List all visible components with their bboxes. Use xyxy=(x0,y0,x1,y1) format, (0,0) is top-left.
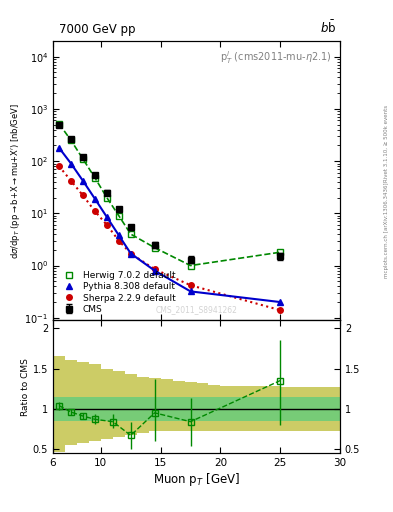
Herwig 7.0.2 default xyxy=(81,156,85,162)
Y-axis label: Ratio to CMS: Ratio to CMS xyxy=(21,358,30,416)
Text: mcplots.cern.ch [arXiv:1306.3436]: mcplots.cern.ch [arXiv:1306.3436] xyxy=(384,183,389,278)
Text: 7000 GeV pp: 7000 GeV pp xyxy=(59,23,135,36)
Line: Pythia 8.308 default: Pythia 8.308 default xyxy=(55,144,284,306)
Herwig 7.0.2 default xyxy=(92,175,97,181)
Text: p$^{l}_{T}$ (cms2011-mu-$\eta$2.1): p$^{l}_{T}$ (cms2011-mu-$\eta$2.1) xyxy=(220,49,331,66)
Herwig 7.0.2 default xyxy=(278,249,283,255)
Text: Rivet 3.1.10, ≥ 500k events: Rivet 3.1.10, ≥ 500k events xyxy=(384,105,389,182)
Herwig 7.0.2 default xyxy=(105,195,109,201)
Line: Sherpa 2.2.9 default: Sherpa 2.2.9 default xyxy=(56,163,283,313)
Sherpa 2.2.9 default xyxy=(152,266,157,272)
Sherpa 2.2.9 default xyxy=(105,222,109,228)
Pythia 8.308 default xyxy=(278,299,283,305)
Herwig 7.0.2 default xyxy=(116,212,121,219)
Herwig 7.0.2 default xyxy=(69,137,73,143)
Herwig 7.0.2 default xyxy=(188,263,193,269)
Pythia 8.308 default xyxy=(57,145,61,151)
Pythia 8.308 default xyxy=(69,160,73,166)
Sherpa 2.2.9 default xyxy=(188,282,193,288)
Sherpa 2.2.9 default xyxy=(81,193,85,199)
Y-axis label: d$\sigma$/dp$_T$ (pp$\rightarrow$b+X$\rightarrow$mu+X$^\prime$) [nb/GeV]: d$\sigma$/dp$_T$ (pp$\rightarrow$b+X$\ri… xyxy=(9,102,22,259)
Sherpa 2.2.9 default xyxy=(57,163,61,169)
Pythia 8.308 default xyxy=(188,288,193,294)
Sherpa 2.2.9 default xyxy=(92,208,97,214)
X-axis label: Muon p$_{T}$ [GeV]: Muon p$_{T}$ [GeV] xyxy=(153,471,240,488)
Text: b$\bar{\rm b}$: b$\bar{\rm b}$ xyxy=(320,19,336,36)
Pythia 8.308 default xyxy=(116,232,121,239)
Pythia 8.308 default xyxy=(92,196,97,202)
Pythia 8.308 default xyxy=(152,268,157,274)
Sherpa 2.2.9 default xyxy=(116,238,121,244)
Herwig 7.0.2 default xyxy=(57,121,61,127)
Pythia 8.308 default xyxy=(105,214,109,220)
Legend: Herwig 7.0.2 default, Pythia 8.308 default, Sherpa 2.2.9 default, CMS: Herwig 7.0.2 default, Pythia 8.308 defau… xyxy=(57,269,177,316)
Pythia 8.308 default xyxy=(129,250,133,257)
Sherpa 2.2.9 default xyxy=(278,307,283,313)
Sherpa 2.2.9 default xyxy=(129,250,133,257)
Herwig 7.0.2 default xyxy=(152,245,157,251)
Herwig 7.0.2 default xyxy=(129,231,133,237)
Sherpa 2.2.9 default xyxy=(69,178,73,184)
Line: Herwig 7.0.2 default: Herwig 7.0.2 default xyxy=(56,121,283,269)
Text: CMS_2011_S8941262: CMS_2011_S8941262 xyxy=(156,306,237,314)
Pythia 8.308 default xyxy=(81,178,85,184)
